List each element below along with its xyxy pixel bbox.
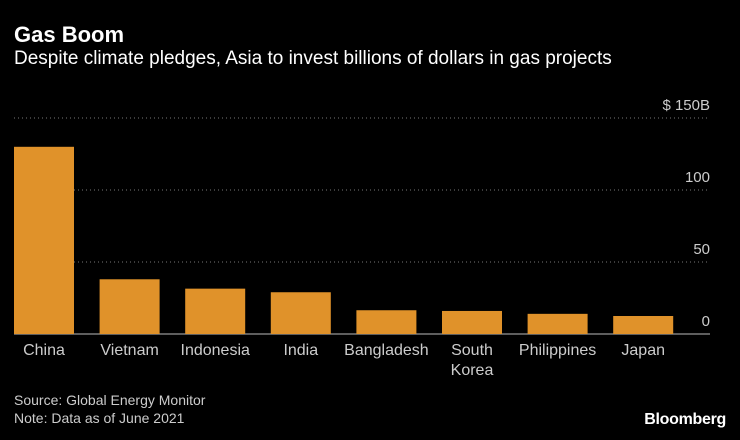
bar bbox=[99, 279, 160, 334]
category-label: India bbox=[283, 342, 318, 359]
bar bbox=[527, 313, 588, 334]
data-note: Note: Data as of June 2021 bbox=[14, 410, 185, 426]
y-tick-label: 0 bbox=[702, 313, 710, 330]
y-tick-label: 50 bbox=[693, 241, 710, 258]
bar bbox=[14, 146, 74, 334]
category-label: Bangladesh bbox=[344, 342, 429, 359]
bar bbox=[442, 310, 502, 334]
category-label: China bbox=[23, 342, 65, 359]
category-label: Philippines bbox=[519, 342, 596, 359]
y-tick-label: 100 bbox=[685, 169, 710, 186]
bars bbox=[14, 146, 674, 334]
category-labels: China Vietnam Indonesia India Bangladesh Sout… bbox=[23, 342, 665, 379]
chart-title: Gas Boom bbox=[14, 22, 125, 47]
bar bbox=[185, 288, 246, 334]
chart-subtitle: Despite climate pledges, Asia to invest … bbox=[14, 48, 612, 69]
y-tick-label: $ 150B bbox=[662, 97, 710, 114]
category-label: Indonesia bbox=[181, 342, 250, 359]
bar bbox=[270, 292, 331, 334]
category-label: Vietnam bbox=[100, 342, 158, 359]
y-tick-labels: 0 50 100 $ 150B bbox=[662, 97, 710, 330]
bar bbox=[356, 310, 417, 334]
bar bbox=[613, 316, 674, 334]
category-label: Japan bbox=[621, 342, 665, 359]
source-note: Source: Global Energy Monitor bbox=[14, 392, 206, 408]
bloomberg-logo: Bloomberg bbox=[644, 411, 726, 428]
category-label: South Korea bbox=[451, 342, 494, 379]
